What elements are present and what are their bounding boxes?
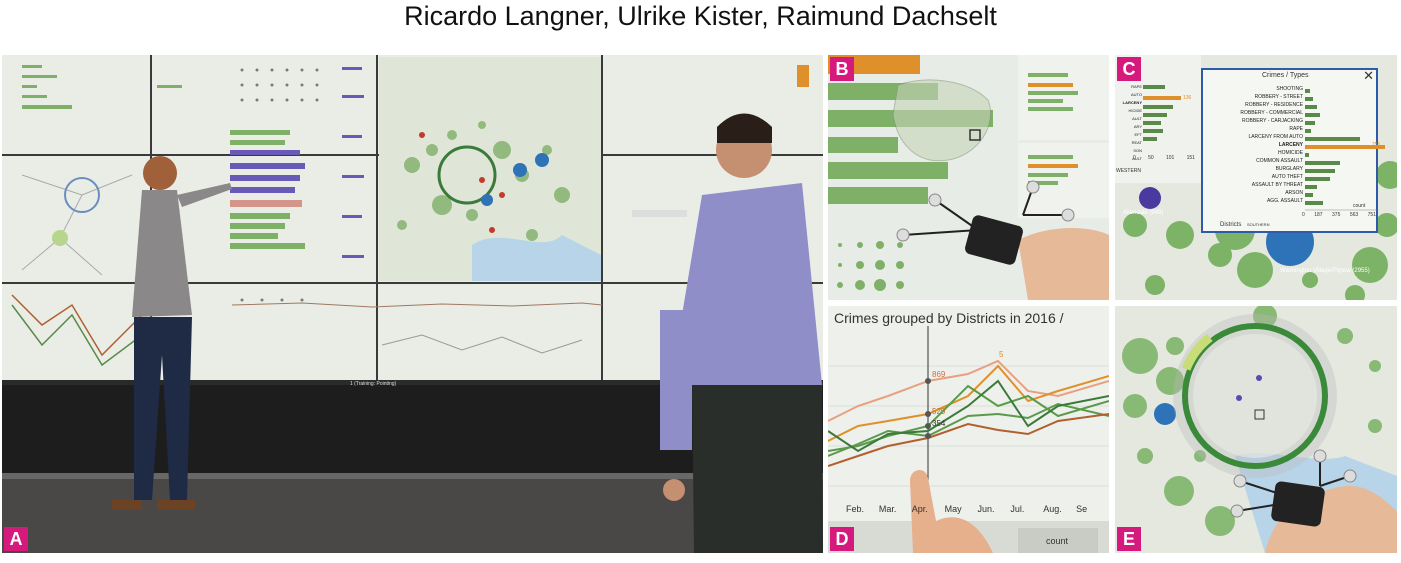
panel-d-photo: Crimes grouped by Districts in 2016 / 86… (828, 306, 1109, 553)
display-wall-scene: 1 (Training: Pointing) (2, 55, 823, 553)
crime-type-label: ROBBERY - COMMERCIAL (1240, 110, 1303, 116)
crime-type-label: LARCENY FROM AUTO (1248, 134, 1303, 140)
crime-type-label: AUTO THEFT (1271, 174, 1303, 180)
left-chart-label: AUTO (1130, 92, 1142, 97)
woman-figure (112, 156, 232, 510)
panel-c-photo: C Crimes / Types ✕ SHOOTING ROBBERY - STR… (1115, 55, 1397, 300)
districts-value[interactable]: SOUTHERN (1247, 222, 1270, 227)
close-icon[interactable]: ✕ (1363, 68, 1374, 83)
left-chart-label: EFT (1134, 132, 1142, 137)
crime-x-tick: 563 (1349, 212, 1359, 218)
washington-label: Washington Village/Pigtow (2955) (1280, 268, 1370, 274)
month-label: Apr. (911, 504, 928, 514)
phone-lens-scene (828, 55, 1109, 300)
left-chart-label: ARY (1133, 124, 1142, 129)
value-label-peak: 5 (999, 350, 1004, 359)
left-chart-ticks: 0 50 101 151 (1133, 155, 1195, 161)
crime-type-label: BURGLARY (1275, 166, 1303, 172)
crime-type-label: ARSON (1285, 190, 1303, 196)
left-chart-tick: 151 (1186, 155, 1195, 161)
value-label-529: 529 (932, 407, 946, 416)
allendale-label: Allendale (949) (1123, 210, 1164, 216)
month-label: May (944, 504, 962, 514)
left-chart-label: RAPE (1131, 84, 1142, 89)
month-label: Se (1076, 504, 1088, 514)
crime-type-label: ROBBERY - STREET (1254, 94, 1303, 100)
highlight-value: 751 (1372, 142, 1381, 148)
panel-label-c: C (1117, 57, 1141, 81)
count-label: count (1046, 536, 1069, 546)
left-highlight-value: 136 (1183, 95, 1192, 101)
left-chart-tick: 50 (1148, 155, 1154, 161)
panel-label-a: A (4, 527, 28, 551)
crime-type-label: RAPE (1289, 126, 1303, 132)
month-label: Jul. (1010, 504, 1025, 514)
districts-label: Districts SOUTHERN (1220, 222, 1269, 228)
crime-x-tick: 751 (1367, 212, 1376, 218)
crime-x-tick: 0 (1302, 212, 1305, 218)
left-chart-label: AULT (1132, 156, 1142, 161)
left-chart-label: HICIDE (1128, 108, 1142, 113)
month-label: Aug. (1043, 504, 1062, 514)
panel-label-b: B (830, 57, 854, 81)
panel-label-e: E (1117, 527, 1141, 551)
panel-b-photo: B (828, 55, 1109, 300)
chart-title: Crimes grouped by Districts in 2016 / (834, 310, 1064, 326)
crime-type-label: ROBBERY - RESIDENCE (1245, 102, 1303, 108)
value-label-869: 869 (932, 370, 946, 379)
crime-type-list: SHOOTING ROBBERY - STREET ROBBERY - RESIDE… (1202, 85, 1303, 205)
map-popup-scene (1115, 55, 1397, 300)
popup-title: Crimes / Types (1262, 72, 1309, 79)
panel-a-photo: 1 (Training: Pointing) A (2, 55, 823, 553)
left-chart-tick: 0 (1133, 155, 1136, 161)
left-chart-labels: RAPE AUTO LARCENY HICIDE AULT ARY EFT REAT SON AU… (1116, 83, 1142, 163)
axis-label-count: count (1353, 203, 1366, 209)
crime-x-ticks: 0 187 375 563 751 (1302, 212, 1376, 218)
districts-label-text: Districts (1220, 222, 1242, 228)
left-chart-tick: 101 (1165, 155, 1175, 161)
crime-type-label: LARCENY (1278, 142, 1303, 148)
crime-type-label: SHOOTING (1276, 86, 1303, 92)
left-chart-label: REAT (1131, 140, 1142, 145)
line-chart-scene (828, 306, 1109, 553)
month-label: Feb. (846, 504, 865, 514)
value-label-354: 354 (932, 419, 946, 428)
crime-type-label: HOMICIDE (1278, 150, 1303, 156)
month-label: Jun. (977, 504, 995, 514)
left-chart-label: SON (1133, 148, 1142, 153)
crime-x-tick: 187 (1314, 212, 1323, 218)
map-lens-scene (1115, 306, 1397, 553)
crime-type-label: ASSAULT BY THREAT (1251, 182, 1303, 188)
man-figure (632, 113, 823, 553)
month-axis-labels: Feb. Mar. Apr. May Jun. Jul. Aug. Se (846, 504, 1109, 516)
western-label: WESTERN (1116, 168, 1141, 174)
wall-caption: 1 (Training: Pointing) (350, 381, 397, 387)
left-chart-label: AULT (1132, 116, 1142, 121)
panel-e-photo: E (1115, 306, 1397, 553)
crime-x-tick: 375 (1332, 212, 1341, 218)
crime-type-label: AGG. ASSAULT (1266, 198, 1303, 204)
crime-type-label: COMMON ASSAULT (1256, 158, 1303, 164)
left-chart-label: LARCENY (1122, 100, 1142, 105)
author-title: Ricardo Langner, Ulrike Kister, Raimund … (404, 1, 997, 31)
panel-label-d: D (830, 527, 854, 551)
crime-type-label: ROBBERY - CARJACKING (1242, 118, 1303, 124)
month-label: Mar. (878, 504, 897, 514)
